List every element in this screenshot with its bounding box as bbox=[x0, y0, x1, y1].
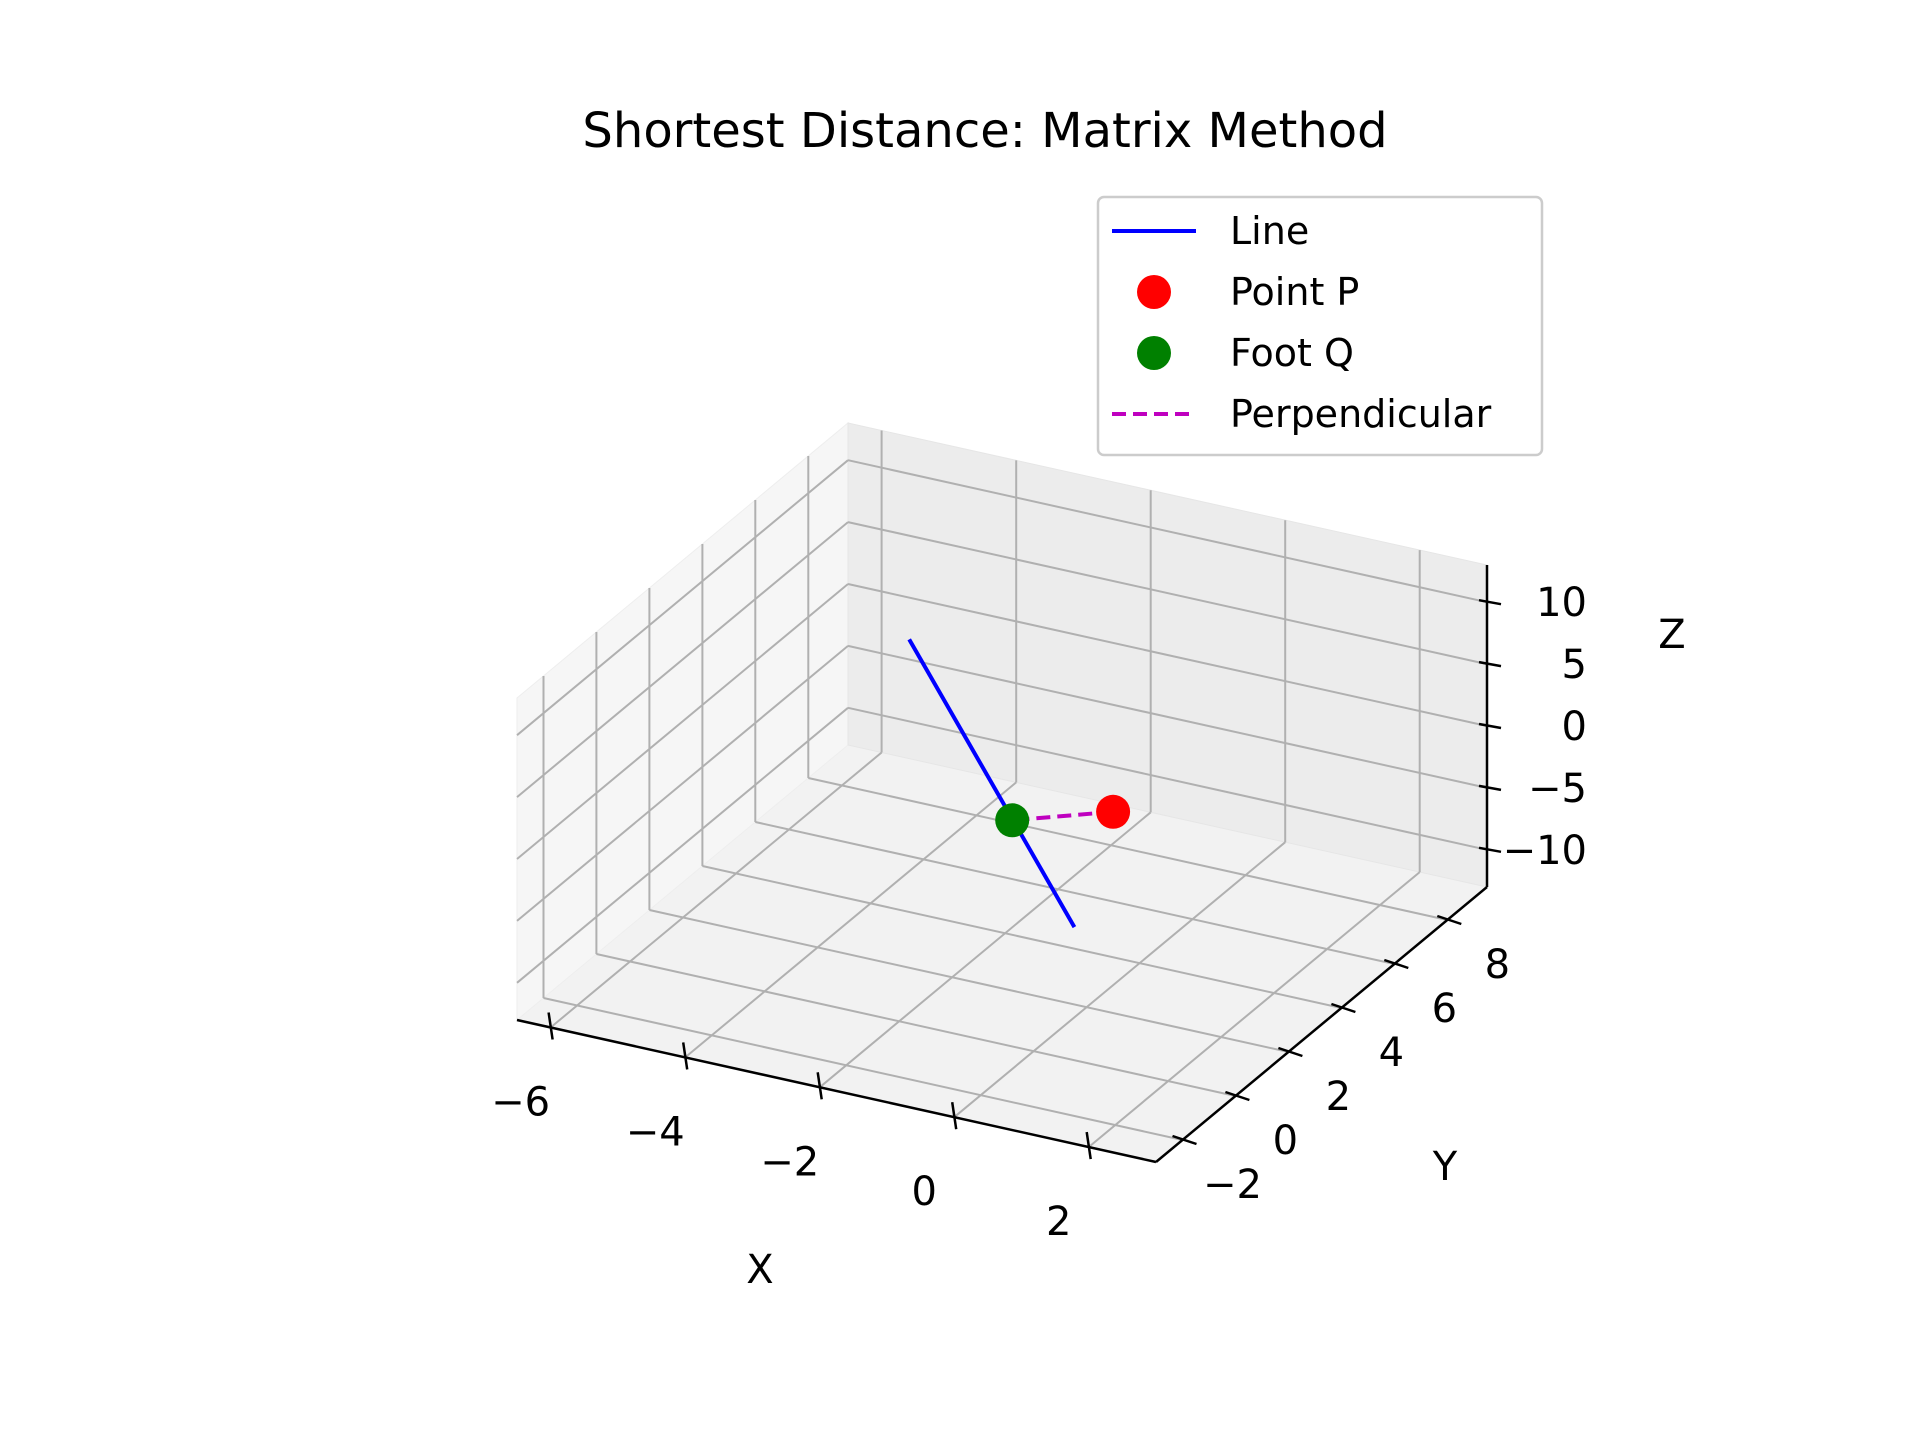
y-tick-label: 0 bbox=[1273, 1118, 1298, 1164]
legend-label-point-p: Point P bbox=[1230, 270, 1359, 314]
z-axis-label: Z bbox=[1658, 612, 1685, 658]
x-tick bbox=[547, 1012, 554, 1040]
y-tick-label: 8 bbox=[1485, 942, 1510, 988]
grid-line-y-floor bbox=[596, 953, 1236, 1097]
grid-line-x-floor bbox=[819, 811, 1152, 1089]
y-tick bbox=[1278, 1046, 1303, 1058]
grid-line-z-left bbox=[516, 459, 849, 736]
grid-line-y-floor bbox=[649, 909, 1289, 1053]
legend-marker-point-p bbox=[1137, 275, 1171, 309]
x-tick-label: −6 bbox=[491, 1080, 550, 1126]
legend-label-foot-q: Foot Q bbox=[1230, 331, 1354, 375]
grid-line-z-left bbox=[516, 521, 849, 798]
z-tick-label: 10 bbox=[1536, 580, 1587, 626]
point-foot-q bbox=[995, 803, 1030, 838]
x-tick bbox=[816, 1072, 823, 1100]
x-tick bbox=[950, 1102, 958, 1130]
grid-line-x-floor bbox=[549, 751, 883, 1029]
legend-label-perpendicular: Perpendicular bbox=[1230, 392, 1492, 436]
z-tick bbox=[1478, 660, 1502, 668]
x-tick-label: 0 bbox=[911, 1169, 936, 1215]
grid-line-z-left bbox=[516, 645, 849, 922]
z-tick bbox=[1478, 722, 1502, 730]
grid-line-z-left bbox=[516, 583, 849, 860]
grid-line-x-floor bbox=[684, 781, 1017, 1059]
x-tick bbox=[681, 1042, 689, 1070]
z-tick-label: 0 bbox=[1562, 704, 1587, 750]
x-axis-label: X bbox=[746, 1247, 773, 1293]
z-tick-label: 5 bbox=[1562, 642, 1587, 688]
plot-elements bbox=[907, 638, 1131, 929]
z-tick bbox=[1478, 846, 1502, 854]
x-tick-label: −4 bbox=[626, 1109, 685, 1155]
z-tick-label: −5 bbox=[1528, 766, 1587, 812]
x-tick bbox=[1085, 1131, 1092, 1160]
grid-line-x-floor bbox=[1088, 871, 1421, 1148]
y-tick bbox=[1225, 1090, 1250, 1102]
legend-marker-foot-q bbox=[1137, 336, 1171, 370]
y-tick bbox=[1383, 958, 1409, 970]
point-point-p bbox=[1096, 794, 1131, 829]
grid-line-y-floor bbox=[702, 865, 1342, 1009]
grid-line-z-back bbox=[847, 521, 1488, 666]
y-tick-label: 6 bbox=[1432, 986, 1457, 1032]
grid-line-y-floor bbox=[755, 821, 1395, 965]
legend: Line Point P Foot Q Perpendicular bbox=[1096, 195, 1544, 457]
grid-line-y-floor bbox=[808, 777, 1448, 921]
legend-label-line: Line bbox=[1230, 209, 1309, 253]
tick-marks bbox=[547, 598, 1502, 1160]
grid-lines bbox=[516, 430, 1488, 1148]
series-line bbox=[907, 638, 1077, 929]
y-tick bbox=[1172, 1134, 1197, 1146]
z-tick bbox=[1478, 784, 1502, 792]
z-tick-label: −10 bbox=[1503, 828, 1587, 874]
y-axis-line bbox=[1155, 886, 1488, 1163]
grid-line-y-floor bbox=[543, 997, 1183, 1141]
x-tick-label: −2 bbox=[760, 1139, 819, 1185]
y-tick bbox=[1436, 914, 1462, 926]
grid-line-z-back bbox=[847, 706, 1488, 851]
axis-panes bbox=[515, 421, 1489, 1163]
y-tick-label: 2 bbox=[1326, 1074, 1351, 1120]
grid-line-z-left bbox=[516, 707, 849, 984]
grid-line-z-back bbox=[847, 644, 1488, 789]
y-tick-label: −2 bbox=[1203, 1162, 1262, 1208]
z-tick bbox=[1478, 598, 1502, 606]
grid-line-x-floor bbox=[953, 841, 1286, 1118]
y-tick bbox=[1331, 1002, 1356, 1014]
y-axis-label: Y bbox=[1432, 1144, 1458, 1190]
chart-title: Shortest Distance: Matrix Method bbox=[582, 103, 1387, 159]
grid-line-z-back bbox=[847, 459, 1488, 604]
y-tick-label: 4 bbox=[1379, 1030, 1404, 1076]
x-axis-line bbox=[516, 1018, 1157, 1164]
x-tick-label: 2 bbox=[1046, 1199, 1071, 1245]
legend-frame bbox=[1096, 195, 1544, 457]
grid-line-z-back bbox=[847, 583, 1488, 727]
